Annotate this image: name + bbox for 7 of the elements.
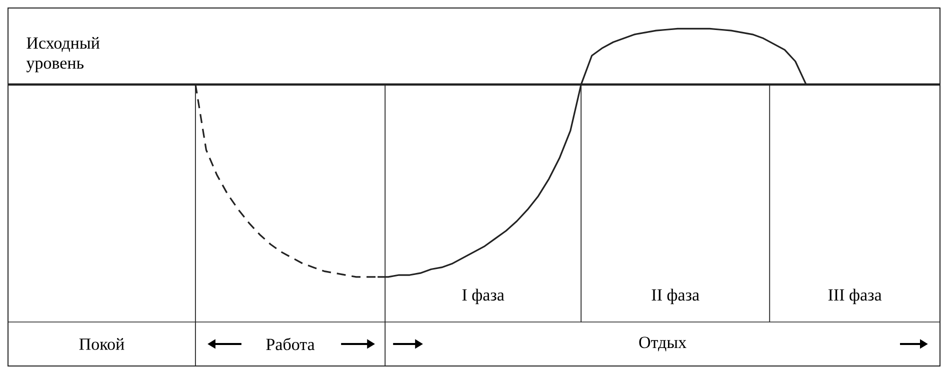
text: III фаза: [828, 288, 882, 304]
text: II фаза: [652, 288, 700, 304]
text: Отдых: [639, 336, 686, 352]
text: Покой: [79, 338, 124, 350]
text: I фаза: [462, 288, 504, 304]
ref-line-label: Исходный уровень: [26, 36, 100, 72]
text: Работа: [266, 338, 315, 350]
